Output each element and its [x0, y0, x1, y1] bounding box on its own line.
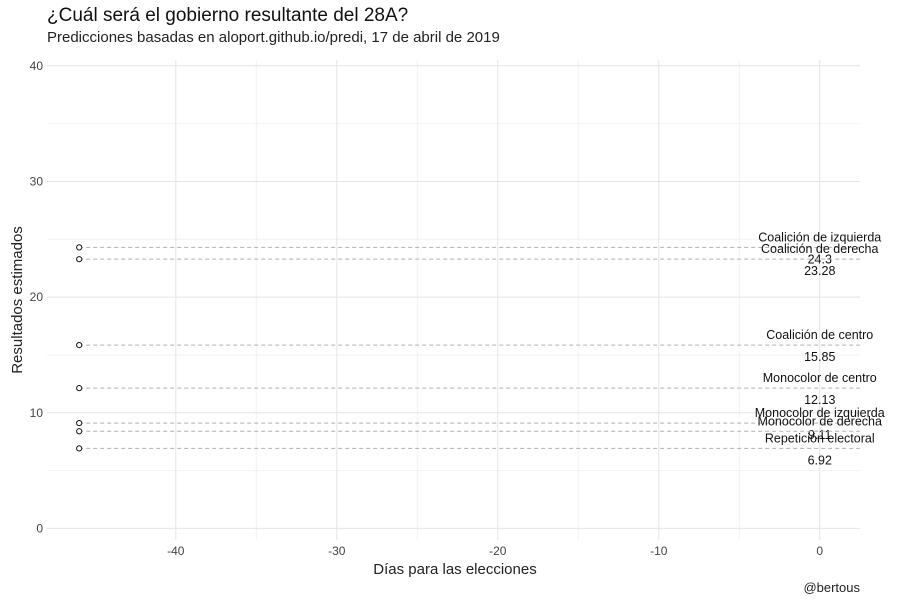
data-point [76, 244, 83, 251]
series-name-label: Monocolor de derecha [758, 414, 882, 428]
data-point [76, 445, 83, 452]
data-value-label: 23.28 [804, 264, 835, 278]
data-point [76, 256, 83, 263]
data-point [76, 342, 83, 349]
y-axis-ticks: 0 10 20 30 40 [30, 59, 44, 536]
x-tick-label: -10 [650, 544, 668, 558]
series-name-label: Monocolor de centro [763, 371, 877, 385]
y-tick-label: 40 [30, 59, 44, 73]
data-value-label: 9.11 [808, 428, 831, 442]
x-tick-label: -30 [328, 544, 346, 558]
data-value-label: 15.85 [804, 350, 835, 364]
data-value-label: 6.92 [808, 453, 832, 467]
data-point [76, 385, 83, 392]
y-tick-label: 10 [30, 406, 44, 420]
y-tick-label: 20 [30, 290, 44, 304]
caption: @bertous [803, 580, 860, 595]
series-name-label: Monocolor de izquierda [755, 406, 885, 420]
data-value-label: 12.13 [804, 393, 835, 407]
y-tick-label: 30 [30, 174, 44, 188]
chart-subtitle: Predicciones basadas en aloport.github.i… [47, 29, 500, 46]
x-tick-label: 0 [816, 544, 823, 558]
series-name-label: Repetición electoral [765, 431, 875, 445]
data-point [76, 419, 83, 427]
series-name-label: Coalición de centro [766, 328, 873, 342]
x-axis-title: Días para las elecciones [373, 561, 536, 578]
y-tick-label: 0 [36, 521, 43, 535]
data-point [76, 428, 83, 435]
x-tick-label: -40 [167, 544, 185, 558]
data-value-label: 24.3 [808, 252, 832, 266]
x-axis-ticks: -40 -30 -20 -10 0 [167, 544, 823, 558]
series-name-label: Coalición de izquierda [758, 230, 881, 244]
series-name-label: Coalición de derecha [761, 242, 878, 256]
y-axis-title: Resultados estimados [9, 226, 26, 374]
grid [47, 60, 860, 540]
chart-title: ¿Cuál será el gobierno resultante del 28… [47, 5, 408, 26]
x-tick-label: -20 [489, 544, 507, 558]
